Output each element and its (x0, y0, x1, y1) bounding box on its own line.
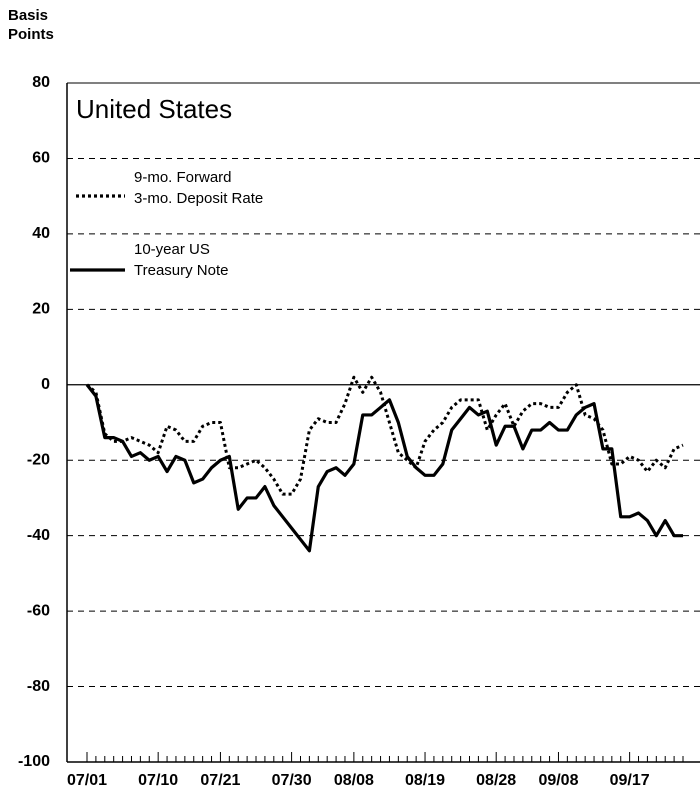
series-line (85, 383, 683, 553)
chart-title: United States (76, 94, 233, 124)
y-tick-label: -20 (27, 451, 50, 468)
series-line (86, 375, 684, 496)
y-tick-label: 0 (41, 376, 50, 393)
x-tick-label: 07/21 (200, 772, 240, 789)
x-tick-label: 07/01 (67, 772, 107, 789)
x-tick-label: 07/10 (138, 772, 178, 789)
y-tick-label: 40 (32, 225, 50, 242)
y-tick-label: 80 (32, 74, 50, 91)
x-tick-label: 08/28 (476, 772, 516, 789)
x-tick-label: 07/30 (272, 772, 312, 789)
y-tick-label: 60 (32, 150, 50, 167)
x-tick-label: 09/17 (610, 772, 650, 789)
y-tick-label: -40 (27, 527, 50, 544)
x-tick-label: 08/08 (334, 772, 374, 789)
y-tick-label: -100 (18, 753, 50, 770)
x-tick-label: 08/19 (405, 772, 445, 789)
x-tick-label: 09/08 (538, 772, 578, 789)
y-tick-label: -80 (27, 678, 50, 695)
legend-label: 10-year US Treasury Note (134, 241, 229, 279)
y-tick-label: 20 (32, 301, 50, 318)
y-axis-label: Basis Points (8, 7, 54, 43)
legend-label: 9-mo. Forward 3-mo. Deposit Rate (134, 169, 264, 207)
y-tick-label: -60 (27, 602, 50, 619)
